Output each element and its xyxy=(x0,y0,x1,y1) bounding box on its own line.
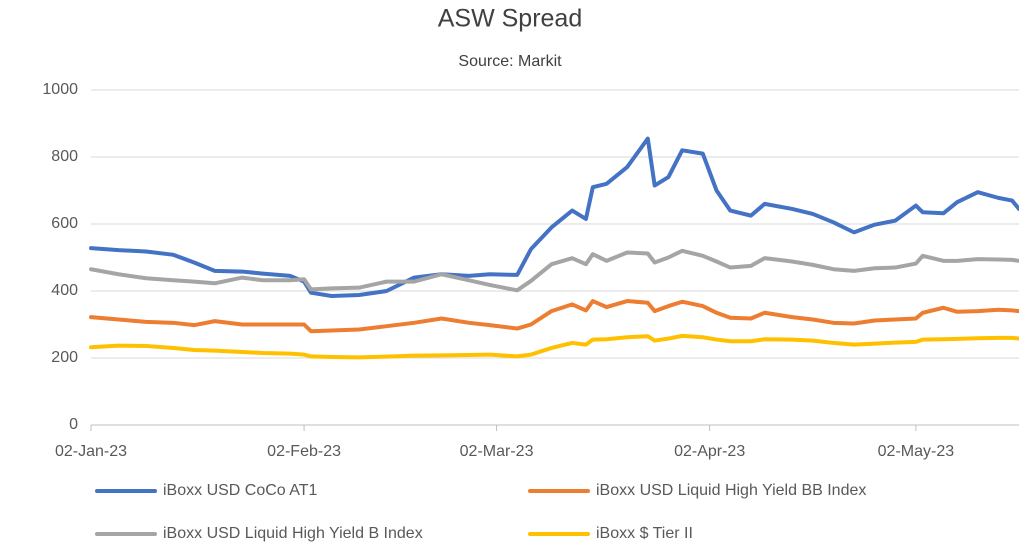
x-tick-label: 02-Apr-23 xyxy=(674,443,745,460)
x-tick-label: 02-May-23 xyxy=(878,443,955,460)
series-line xyxy=(89,299,1019,334)
y-tick-label: 0 xyxy=(69,416,78,433)
x-tick-label: 02-Mar-23 xyxy=(460,443,534,460)
series-line xyxy=(89,136,1019,299)
y-tick-label: 800 xyxy=(51,148,78,165)
legend-label: iBoxx USD Liquid High Yield BB Index xyxy=(596,482,866,499)
y-tick-label: 200 xyxy=(51,349,78,366)
chart-subtitle: Source: Markit xyxy=(458,53,562,70)
legend-label: iBoxx $ Tier II xyxy=(596,525,693,542)
legend-label: iBoxx USD CoCo AT1 xyxy=(163,482,318,499)
series-line xyxy=(89,248,1019,293)
y-tick-label: 600 xyxy=(51,215,78,232)
x-tick-label: 02-Feb-23 xyxy=(267,443,341,460)
x-tick-label: 02-Jan-23 xyxy=(55,443,127,460)
chart-title: ASW Spread xyxy=(438,5,583,33)
y-tick-label: 1000 xyxy=(42,81,78,98)
legend-label: iBoxx USD Liquid High Yield B Index xyxy=(163,525,423,542)
series-line xyxy=(89,333,1019,360)
y-tick-label: 400 xyxy=(51,282,78,299)
